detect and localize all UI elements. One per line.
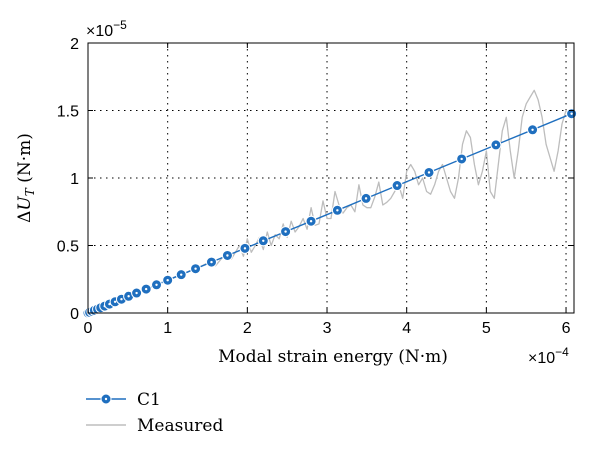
series-c1-point-dot	[531, 128, 534, 132]
series-c1-point-dot	[135, 291, 138, 295]
series-c1-point-dot	[494, 143, 498, 147]
legend-c1-marker-dot	[104, 397, 108, 401]
series-c1-point-dot	[210, 260, 213, 264]
legend-c1-label: C1	[137, 390, 161, 410]
series-c1-point-dot	[155, 283, 158, 286]
y-axis-label: ΔUT (N·m)	[15, 133, 37, 223]
series-measured-line	[87, 89, 571, 314]
x-axis-label: Modal strain energy (N·m)	[218, 347, 448, 367]
x-tick-label: 0	[84, 320, 93, 337]
x-tick-label: 1	[163, 320, 172, 337]
series-c1-point-dot	[460, 157, 463, 161]
series-c1-point-dot	[226, 254, 229, 257]
series-c1-point-dot	[243, 247, 247, 250]
legend: C1 Measured	[86, 390, 223, 436]
series-c1-point-dot	[166, 278, 169, 282]
series-c1-point-dot	[127, 295, 130, 298]
series-c1-point-dot	[120, 298, 123, 301]
series-c1-point-dot	[180, 273, 183, 276]
x-tick-label: 3	[323, 320, 332, 337]
series-c1-point-dot	[570, 112, 573, 115]
y-tick-label: 1	[70, 171, 79, 188]
series-c1-point-dot	[262, 239, 265, 242]
series-layer	[82, 89, 578, 319]
series-c1-point-dot	[427, 171, 431, 174]
x-exponent-label: ×10−4	[528, 345, 569, 367]
series-c1-point-dot	[144, 287, 148, 291]
series-c1-point-dot	[309, 220, 313, 223]
series-c1-point-dot	[194, 267, 197, 270]
series-c1-point-dot	[284, 230, 287, 233]
x-tick-label: 2	[243, 320, 252, 337]
series-c1-point-dot	[336, 209, 339, 212]
grid	[88, 43, 574, 313]
y-tick-label: 0	[70, 306, 79, 323]
y-tick-label: 1.5	[57, 104, 79, 121]
x-tick-label: 6	[562, 320, 571, 337]
legend-measured-label: Measured	[137, 416, 223, 436]
x-tick-label: 5	[482, 320, 491, 337]
x-tick-label: 4	[402, 320, 411, 337]
y-exponent-label: ×10−5	[86, 18, 127, 40]
ticks: 0 1 2 3 4 5 6 0 0.5 1 1.5 2	[57, 36, 574, 337]
series-c1-point-dot	[364, 197, 368, 200]
series-c1-point-dot	[113, 300, 117, 303]
y-tick-label: 2	[70, 36, 79, 53]
series-c1-point-dot	[395, 184, 399, 187]
y-tick-label: 0.5	[57, 239, 79, 256]
